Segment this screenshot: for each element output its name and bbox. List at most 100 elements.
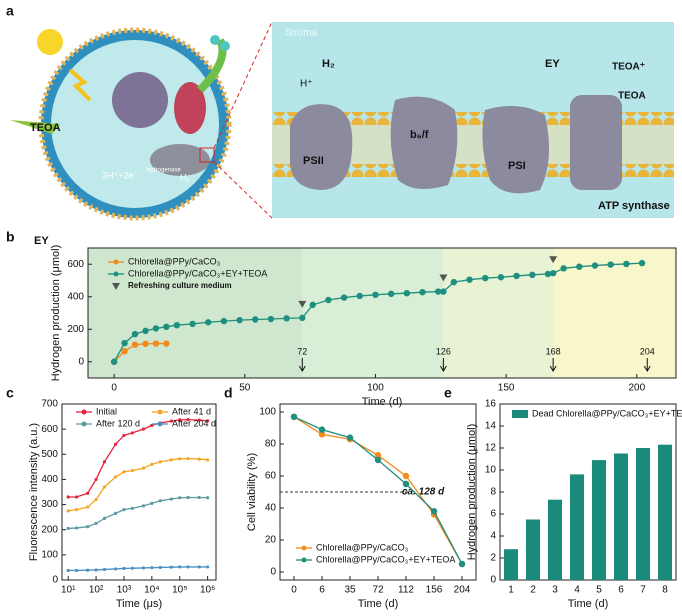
x-tick-label: 10¹ [61,585,76,596]
data-point [197,495,201,500]
panel-label: d [224,385,233,401]
y-tick-label: 80 [265,439,277,450]
data-point [206,458,210,462]
y-tick-label: 14 [485,421,497,432]
x-axis-label: Time (d) [358,598,399,610]
data-point [122,470,126,474]
data-point [158,565,162,570]
cell-label: H₂ [180,172,190,182]
x-tick-label: 2 [530,585,536,596]
plot-frame [87,247,677,379]
panel-label: a [6,3,14,19]
legend-label: After 41 d [172,406,211,416]
data-point [131,341,139,348]
refresh-marker [439,274,448,282]
y-axis-label: Hydrogen production (μmol) [50,245,62,382]
data-point [178,418,182,422]
data-point [150,566,154,570]
legend-label: Refreshing culture medium [128,281,232,290]
data-point [102,516,107,521]
data-point [206,419,210,423]
data-point [94,497,98,502]
membrane-label: H⁺ [300,79,313,90]
data-point [121,347,128,355]
y-tick-label: 600 [41,424,58,435]
x-tick-label: 35 [344,585,356,596]
series-line [68,566,208,572]
membrane-label: EY [545,58,560,70]
data-point [130,469,134,473]
x-tick-label: 150 [498,383,515,394]
data-point [74,508,79,512]
data-point [141,466,146,470]
y-tick-label: 500 [41,449,58,460]
data-point [372,291,379,298]
y-tick-label: 400 [41,474,58,485]
data-point [197,418,201,422]
panel-label: b [6,229,15,245]
data-point [178,496,182,500]
data-point [169,565,173,569]
data-point [94,521,98,526]
bar [613,453,629,580]
data-point [623,260,630,268]
data-point [178,457,182,461]
legend-swatch [113,259,119,265]
nucleus [112,72,168,128]
data-point [141,566,146,570]
y-tick-label: 12 [485,443,497,454]
legend-swatch [512,410,528,418]
data-point [220,317,228,325]
membrane-label: H₂ [322,58,335,70]
data-point [374,456,382,464]
data-point [122,433,126,438]
panel-label: e [444,385,452,401]
data-point [403,289,411,297]
data-point [430,508,438,515]
x-tick-label: 6 [319,585,325,596]
y-tick-label: 100 [259,407,276,418]
legend-swatch [301,557,307,563]
atp-synthase [570,95,622,190]
data-point [186,565,190,569]
zoom-line [213,21,273,149]
data-point [113,442,118,446]
y-tick-label: 0 [78,356,84,367]
x-tick-label: 4 [574,585,580,596]
data-point [141,427,146,431]
x-tick-label: 7 [640,585,646,596]
molecule [220,41,230,51]
data-point [206,496,210,500]
y-tick-label: 0 [270,567,276,578]
data-point [74,495,79,499]
sun [37,29,63,55]
cell-label: TEOA [30,122,61,134]
y-tick-label: 200 [67,324,84,335]
membrane-label: TEOA⁺ [612,62,645,73]
x-tick-label: 6 [618,585,624,596]
x-tick-label: 200 [628,383,645,394]
background-region [88,248,303,378]
data-point [346,434,354,441]
annotation: ca. 128 d [402,487,445,498]
bar [547,499,563,580]
x-tick-label: 100 [367,383,384,394]
data-point [450,278,458,286]
data-point [102,460,107,464]
y-tick-label: 60 [265,471,277,482]
data-point [318,431,326,438]
series-line [68,457,208,512]
data-point [66,495,70,499]
y-tick-label: 16 [485,399,497,410]
data-point [173,321,181,329]
data-point [419,289,426,296]
x-tick-label: 112 [398,585,414,596]
psi-protein [482,106,549,194]
legend-swatch [81,409,87,415]
x-tick-label: 10⁶ [200,585,215,596]
x-axis-label: Time (μs) [116,598,162,610]
day-annotation: 204 [640,346,655,356]
x-tick-label: 0 [291,585,297,596]
data-point [94,477,98,482]
molecule [210,35,220,45]
